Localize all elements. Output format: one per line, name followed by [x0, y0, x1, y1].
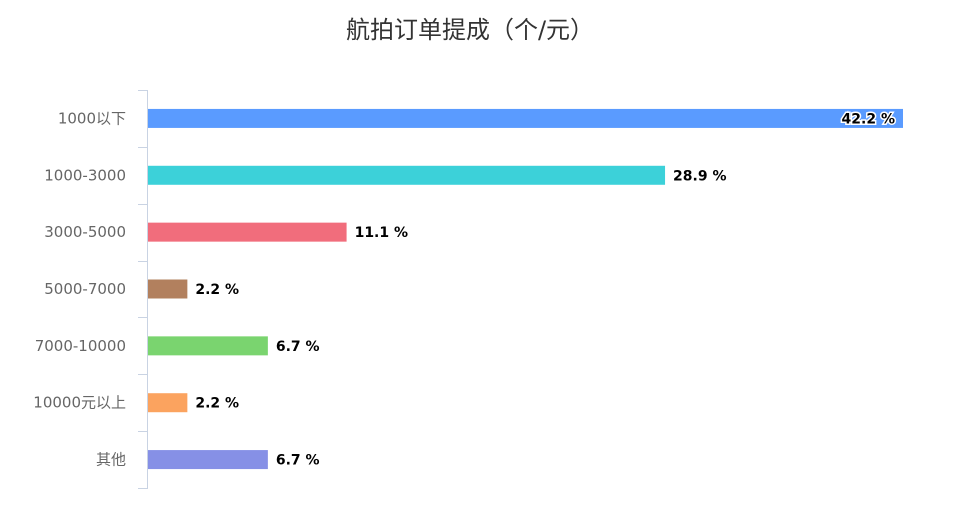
bar-5 [148, 393, 188, 413]
bars-group [148, 108, 903, 470]
category-label: 5000-7000 [44, 280, 126, 298]
bar-3 [148, 279, 188, 299]
bar-4 [148, 336, 268, 356]
category-label: 其他 [96, 451, 126, 469]
data-label: 28.9 % [673, 168, 726, 184]
data-label: 6.7 % [276, 339, 320, 355]
data-label: 6.7 % [276, 453, 320, 469]
category-labels: 1000以下 1000-3000 3000-5000 5000-7000 7000-10… [33, 109, 126, 468]
bar-6 [148, 450, 268, 470]
category-label: 10000元以上 [33, 394, 126, 412]
data-label: 42.2 % [842, 111, 895, 127]
value-labels: 42.2 % 28.9 % 11.1 % 2.2 % 6.7 % 2.2 % 6.7 % [195, 110, 896, 469]
category-label: 3000-5000 [44, 223, 126, 241]
chart-title: 航拍订单提成（个/元） [346, 16, 594, 44]
category-label: 7000-10000 [35, 337, 126, 355]
category-label: 1000以下 [58, 109, 126, 127]
category-label: 1000-3000 [44, 166, 126, 184]
bar-2 [148, 222, 347, 242]
bar-0 [148, 108, 903, 128]
data-label: 2.2 % [195, 282, 239, 298]
bar-1 [148, 165, 666, 185]
y-axis [138, 90, 148, 489]
data-label: 11.1 % [355, 225, 408, 241]
data-label: 2.2 % [195, 396, 239, 412]
